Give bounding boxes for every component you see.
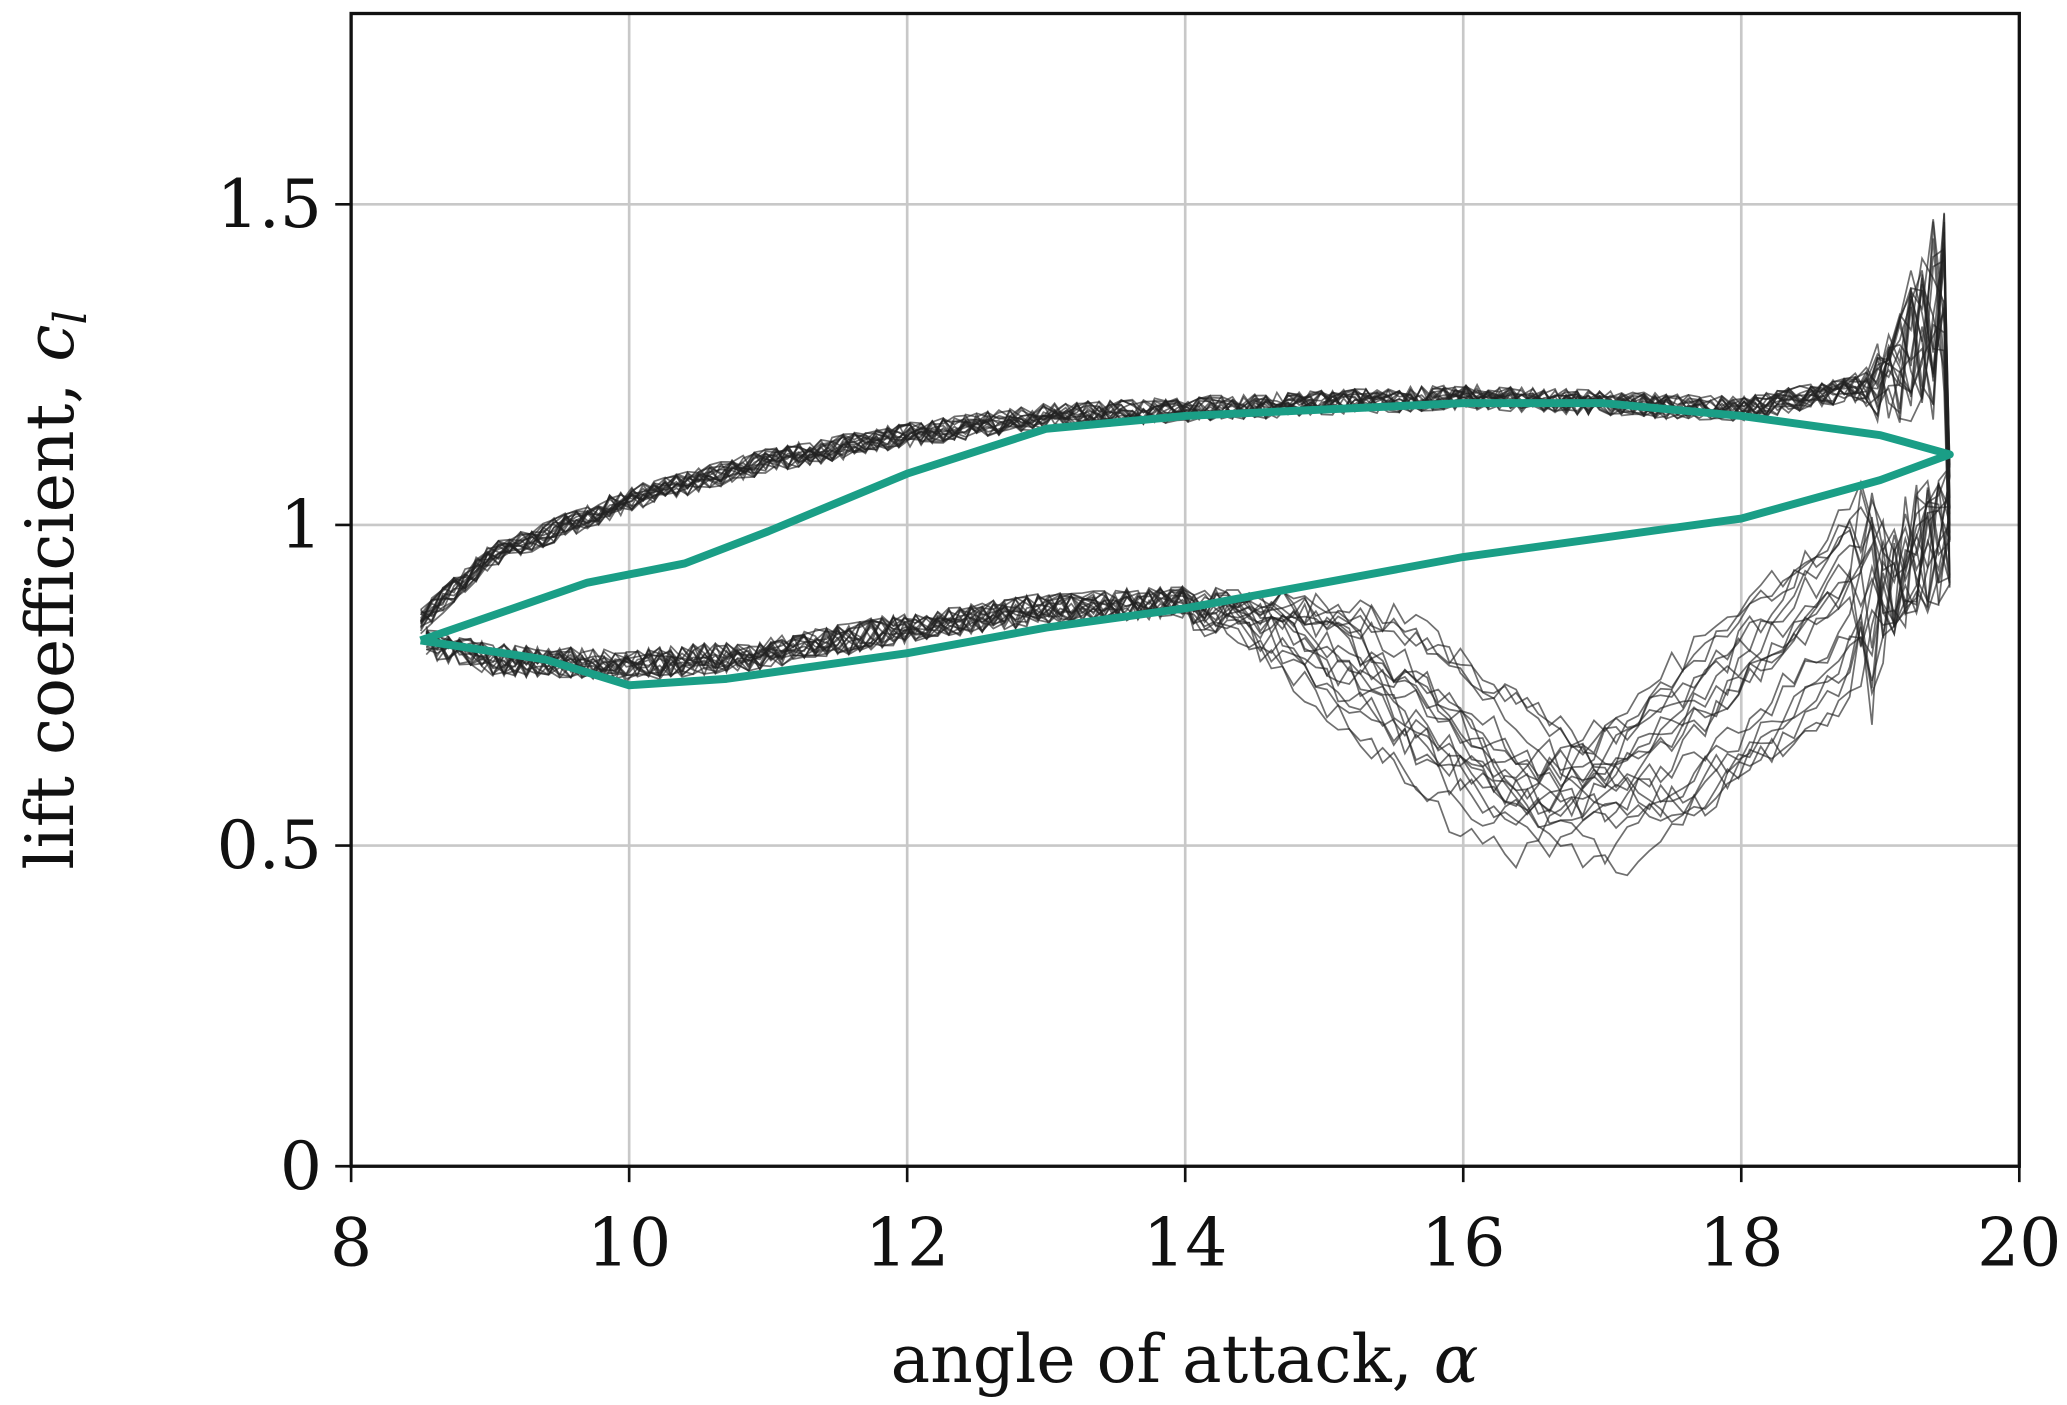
- y-tick-label: 1.5: [217, 166, 322, 243]
- ticks: 8 10 12 14 16 18 20 0 0.5 1 1.5: [217, 166, 2062, 1282]
- x-tick-label: 18: [1699, 1205, 1783, 1282]
- y-tick-label: 0: [280, 1128, 322, 1205]
- x-tick-label: 12: [865, 1205, 949, 1282]
- x-tick-label: 16: [1421, 1205, 1505, 1282]
- cycle-traces: [419, 212, 1951, 877]
- y-tick-label: 1: [280, 486, 322, 563]
- y-tick-label: 0.5: [217, 807, 322, 884]
- x-axis-label: angle of attack, α: [891, 1321, 1479, 1398]
- y-axis-label: lift coefficient, cl: [12, 310, 97, 869]
- cycle-trace: [419, 262, 1951, 818]
- x-tick-label: 14: [1143, 1205, 1227, 1282]
- x-tick-label: 10: [587, 1205, 671, 1282]
- grid: [351, 13, 2020, 1167]
- x-tick-label: 8: [330, 1205, 372, 1282]
- x-tick-label: 20: [1977, 1205, 2061, 1282]
- mean-cycle-line: [419, 399, 1954, 690]
